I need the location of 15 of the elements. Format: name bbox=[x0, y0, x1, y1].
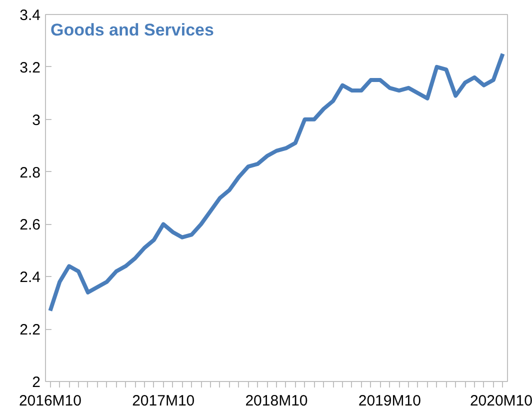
y-tick-label: 2.4 bbox=[20, 269, 41, 286]
chart-title: Goods and Services bbox=[50, 20, 214, 40]
x-tick-label: 2017M10 bbox=[132, 392, 195, 410]
y-tick-label: 2.8 bbox=[20, 164, 41, 182]
x-tick-label: 2019M10 bbox=[358, 392, 421, 410]
line-series bbox=[48, 52, 505, 313]
y-tick-label: 2.6 bbox=[20, 216, 41, 234]
y-tick-label: 2.2 bbox=[20, 322, 41, 339]
x-tick-label: 2018M10 bbox=[245, 392, 308, 410]
x-tick-label: 2020M10 bbox=[470, 392, 532, 410]
x-tick-label: 2016M10 bbox=[18, 392, 82, 410]
y-tick-label: 3 bbox=[32, 112, 40, 129]
y-tick-label: 3.2 bbox=[20, 59, 41, 76]
y-tick-label: 2 bbox=[32, 374, 40, 391]
y-tick-label: 3.4 bbox=[20, 7, 41, 24]
